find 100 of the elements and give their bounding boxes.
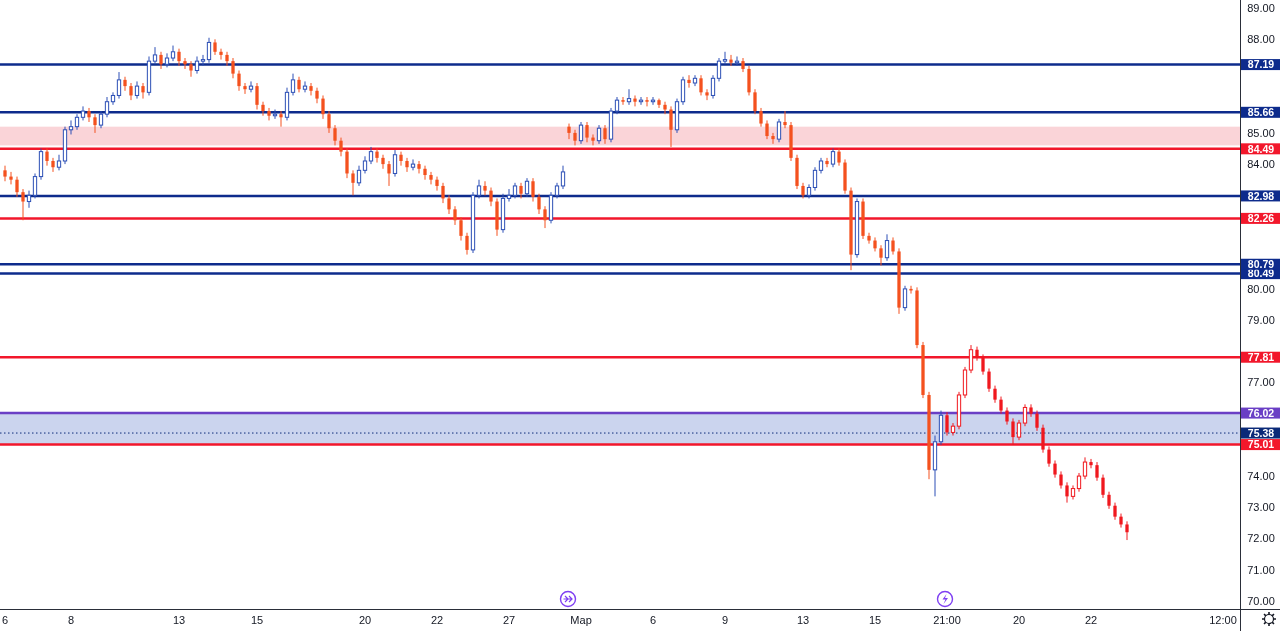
candlestick: [429, 171, 433, 185]
x-tick-label: 15: [868, 614, 882, 626]
candlestick: [183, 57, 187, 70]
x-tick-label: 13: [172, 614, 186, 626]
candlestick: [578, 121, 584, 145]
candlestick: [159, 51, 163, 70]
candlestick: [1029, 403, 1033, 418]
candlestick: [1016, 419, 1022, 441]
ref-line-label: 75.38: [1247, 426, 1275, 439]
candlestick: [591, 133, 595, 146]
candlestick: [465, 232, 469, 256]
candlestick: [327, 110, 331, 134]
candlestick: [392, 149, 398, 178]
candlestick: [729, 54, 733, 67]
candlestick: [345, 148, 349, 179]
candlestick: [765, 119, 769, 140]
candlestick: [753, 88, 757, 115]
candlestick: [3, 165, 7, 182]
candlestick: [267, 107, 271, 121]
x-tick-label: 6: [1, 614, 9, 626]
candlestick: [638, 96, 644, 106]
x-tick-label: 8: [67, 614, 75, 626]
candlestick: [177, 48, 181, 67]
candlestick: [483, 180, 487, 196]
candlestick: [1095, 461, 1099, 482]
x-tick-label: Мар: [570, 614, 592, 626]
y-tick-label: 70.00: [1247, 594, 1275, 607]
x-tick-label: 22: [1084, 614, 1098, 626]
y-tick-label: 71.00: [1247, 563, 1275, 576]
candlestick: [1041, 424, 1045, 454]
candlestick: [783, 110, 787, 129]
candlestick: [950, 422, 956, 437]
candlestick: [891, 236, 895, 256]
candlestick: [219, 48, 223, 61]
candlestick: [9, 171, 13, 185]
candlestick: [381, 154, 385, 170]
candlestick: [710, 74, 716, 100]
candlestick: [93, 113, 97, 134]
candlestick: [879, 244, 883, 266]
candlestick: [1119, 513, 1123, 529]
y-tick-label: 84.00: [1247, 158, 1275, 171]
candlestick: [1059, 470, 1063, 490]
ref-line-label: 85.66: [1247, 106, 1275, 119]
candlestick: [1035, 410, 1039, 432]
candlestick: [680, 76, 686, 106]
candlestick: [716, 57, 722, 82]
candlestick: [873, 236, 877, 252]
y-tick-label: 85.00: [1247, 126, 1275, 139]
candlestick: [333, 124, 337, 146]
candlestick: [290, 73, 296, 96]
candlestick: [1125, 520, 1129, 541]
y-tick-label: 74.00: [1247, 470, 1275, 483]
candlestick: [189, 60, 193, 78]
candlestick: [339, 137, 343, 157]
y-tick-label: 88.00: [1247, 33, 1275, 46]
candlestick: [560, 165, 566, 190]
candlestick: [567, 123, 571, 140]
candlestick: [248, 80, 254, 93]
candlestick: [776, 118, 782, 143]
candlestick: [15, 176, 19, 198]
x-tick-label: 22: [430, 614, 444, 626]
candlestick: [596, 124, 602, 145]
candlestick: [32, 172, 38, 199]
candlestick: [104, 96, 110, 118]
candlestick: [351, 169, 355, 196]
candlestick: [309, 82, 313, 96]
candlestick: [123, 76, 127, 92]
candlestick: [129, 82, 133, 101]
ref-line-label: 82.98: [1247, 189, 1275, 202]
candlestick: [51, 157, 55, 173]
y-tick-label: 80.00: [1247, 282, 1275, 295]
candlestick: [1047, 445, 1051, 468]
y-tick-label: 89.00: [1247, 2, 1275, 15]
candlestick: [1022, 403, 1028, 427]
candlestick: [476, 179, 482, 199]
candlestick: [1082, 456, 1088, 480]
candlestick: [687, 74, 691, 89]
candlestick: [417, 160, 421, 174]
x-tick-label: 20: [1012, 614, 1026, 626]
candlestick: [441, 182, 445, 204]
candlestick: [987, 367, 991, 393]
ref-line-label: 77.81: [1247, 351, 1275, 364]
candlestick: [884, 233, 890, 262]
candlestick: [453, 205, 457, 226]
candlestick: [1005, 406, 1009, 426]
candlestick: [302, 80, 308, 93]
candlestick: [1089, 458, 1093, 469]
candlestick: [68, 119, 74, 135]
candlestick: [356, 165, 362, 187]
candlestick: [26, 190, 32, 209]
y-tick-label: 73.00: [1247, 501, 1275, 514]
ref-line-label: 75.01: [1247, 438, 1275, 451]
candlestick: [410, 158, 416, 171]
candlestick: [867, 232, 871, 245]
candlestick: [968, 344, 974, 374]
candlestick: [734, 55, 740, 67]
y-tick-label: 72.00: [1247, 532, 1275, 545]
candlestick: [621, 96, 625, 106]
candlestick: [1011, 417, 1015, 446]
y-tick-label: 79.00: [1247, 314, 1275, 327]
